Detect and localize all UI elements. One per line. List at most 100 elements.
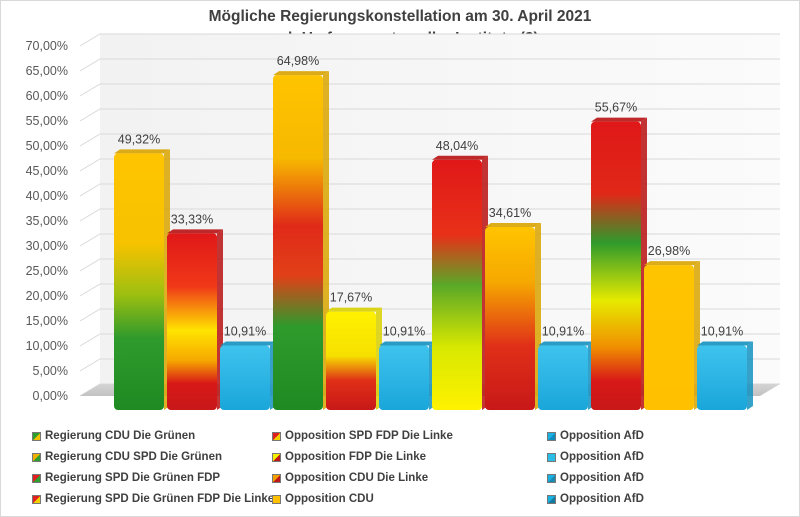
bar — [697, 345, 747, 410]
legend-swatch — [272, 494, 281, 504]
y-tick-label: 15,00% — [26, 314, 68, 328]
y-tick-label: 0,00% — [33, 389, 68, 403]
legend-swatch — [32, 494, 41, 504]
data-label: 33,33% — [171, 212, 213, 226]
y-tick-label: 45,00% — [26, 164, 68, 178]
legend-item: Opposition SPD FDP Die Linke — [272, 430, 453, 442]
legend: Regierung CDU Die Grünen Opposition SPD F… — [32, 427, 772, 511]
gridline — [79, 258, 780, 272]
gridline — [79, 108, 780, 122]
legend-label: Opposition AfD — [560, 472, 644, 484]
gridline — [79, 158, 780, 172]
legend-swatch — [272, 473, 281, 483]
legend-label: Opposition AfD — [560, 493, 644, 505]
plot-layer: 0,00% 5,00% 10,00% 15,00% 20,00% 25,00% 30,00%… — [26, 33, 780, 411]
legend-label: Opposition CDU Die Linke — [285, 472, 429, 484]
legend-label: Regierung CDU SPD Die Grünen — [45, 451, 222, 463]
legend-swatch — [32, 473, 41, 483]
legend-swatch — [272, 431, 281, 441]
y-tick-label: 40,00% — [26, 189, 68, 203]
gridline — [79, 33, 780, 47]
gridline — [79, 283, 780, 297]
gridline — [79, 333, 780, 347]
legend-item: Opposition AfD — [547, 472, 644, 484]
legend-item: Regierung CDU Die Grünen — [32, 430, 195, 442]
bar-side — [747, 341, 753, 410]
legend-label: Regierung CDU Die Grünen — [45, 430, 196, 442]
legend-item: Opposition AfD — [547, 493, 644, 505]
y-tick-label: 25,00% — [26, 264, 68, 278]
data-label: 10,91% — [383, 324, 425, 338]
chart-title-line1: Mögliche Regierungskonstellation am 30. … — [208, 8, 592, 25]
data-label: 55,67% — [595, 101, 637, 115]
gridline — [79, 183, 780, 197]
legend-item: Regierung SPD Die Grünen FDP Die Linke — [32, 493, 274, 505]
bar — [379, 345, 429, 410]
bar — [591, 121, 641, 411]
bar-top — [114, 149, 170, 154]
data-label: 34,61% — [489, 206, 531, 220]
legend-item: Opposition AfD — [547, 430, 644, 442]
legend-label: Opposition CDU — [285, 493, 374, 505]
bar — [167, 233, 217, 410]
bar — [432, 159, 482, 410]
bar-top — [538, 341, 594, 346]
legend-label: Regierung SPD Die Grünen FDP Die Linke — [45, 493, 275, 505]
data-label: 10,91% — [224, 324, 266, 338]
bar-top — [432, 155, 488, 160]
y-tick-label: 70,00% — [26, 39, 68, 53]
gridline — [79, 233, 780, 247]
gridline — [79, 308, 780, 322]
bar-top — [379, 341, 435, 346]
legend-swatch — [547, 431, 556, 441]
y-tick-label: 5,00% — [33, 364, 68, 378]
legend-swatch — [547, 452, 556, 462]
legend-label: Opposition SPD FDP Die Linke — [285, 430, 453, 442]
gridline — [79, 83, 780, 97]
legend-item: Regierung SPD Die Grünen FDP — [32, 472, 220, 484]
y-tick-label: 35,00% — [26, 214, 68, 228]
bar — [485, 226, 535, 410]
y-tick-label: 20,00% — [26, 289, 68, 303]
legend-item: Opposition CDU — [272, 493, 374, 505]
bar-top — [167, 229, 223, 234]
data-label: 64,98% — [277, 54, 319, 68]
legend-item: Opposition CDU Die Linke — [272, 472, 428, 484]
bar-top — [591, 117, 647, 122]
y-tick-label: 10,00% — [26, 339, 68, 353]
legend-label: Opposition AfD — [560, 430, 644, 442]
data-label: 26,98% — [648, 244, 690, 258]
gridline — [79, 133, 780, 147]
data-label: 17,67% — [330, 291, 372, 305]
y-tick-label: 30,00% — [26, 239, 68, 253]
legend-item: Opposition AfD — [547, 451, 644, 463]
y-tick-label: 60,00% — [26, 89, 68, 103]
legend-swatch — [32, 431, 41, 441]
bar-top — [273, 71, 329, 76]
gridline — [79, 208, 780, 222]
legend-swatch — [32, 452, 41, 462]
data-label: 10,91% — [701, 324, 743, 338]
legend-swatch — [547, 494, 556, 504]
bar-top — [697, 341, 753, 346]
gridline — [79, 58, 780, 72]
legend-item: Opposition FDP Die Linke — [272, 451, 426, 463]
legend-label: Opposition AfD — [560, 451, 644, 463]
legend-swatch — [547, 473, 556, 483]
bar-top — [220, 341, 276, 346]
bar-top — [326, 307, 382, 312]
bar — [220, 345, 270, 410]
y-tick-label: 65,00% — [26, 64, 68, 78]
y-tick-label: 50,00% — [26, 139, 68, 153]
bar — [644, 265, 694, 410]
data-label: 49,32% — [118, 132, 160, 146]
legend-swatch — [272, 452, 281, 462]
bar — [114, 153, 164, 410]
legend-item: Regierung CDU SPD Die Grünen — [32, 451, 222, 463]
bar — [326, 311, 376, 410]
bar — [273, 75, 323, 410]
bar-top — [485, 222, 541, 227]
data-label: 48,04% — [436, 139, 478, 153]
bar — [538, 345, 588, 410]
